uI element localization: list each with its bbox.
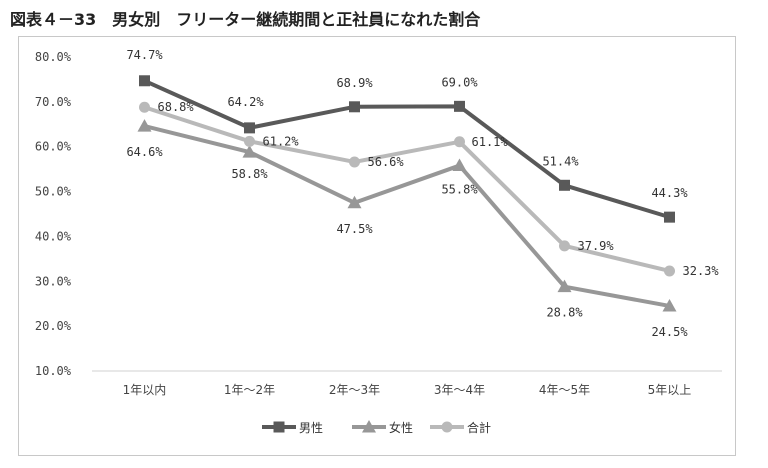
data-label: 28.8% [546,306,583,320]
x-tick-label: 4年～5年 [539,383,590,397]
data-label: 51.4% [542,154,579,168]
series-lines [137,75,677,312]
series-2 [137,119,677,312]
data-point-square [664,211,675,223]
data-label: 64.2% [227,95,264,109]
data-label: 24.5% [651,325,688,339]
data-label: 69.0% [441,75,478,89]
y-tick-label: 50.0% [35,185,72,199]
series-line [143,78,671,220]
legend-label: 女性 [389,420,413,435]
data-point-circle [244,135,255,147]
x-tick-label: 2年～3年 [329,383,380,397]
y-tick-label: 70.0% [35,95,72,109]
legend-marker-circle [441,421,453,433]
x-axis: 1年以内 1年～2年 2年～3年 3年～4年 4年～5年 5年以上 [92,370,722,397]
series-1 [139,75,675,223]
data-point-square [244,122,255,134]
data-label: 37.9% [578,239,615,253]
series-3 [139,101,675,277]
data-label: 64.6% [126,145,163,159]
data-label: 61.1% [472,135,509,149]
data-point-triangle [557,279,572,293]
legend-item: 男性 [262,421,323,435]
legend-item: 女性 [352,420,413,435]
y-tick-label: 40.0% [35,229,72,243]
y-axis: 10.0% 20.0% 30.0% 40.0% 50.0% 60.0% 70.0% 80.0% [35,50,72,378]
data-labels: 74.7% 64.2% 68.9% 69.0% 51.4% 44.3% 64.6% 58.8%… [126,48,719,339]
data-label: 74.7% [126,48,163,62]
y-tick-label: 10.0% [35,364,72,378]
data-point-circle [664,265,675,277]
data-label: 56.6% [368,155,405,169]
chart-frame [18,36,736,456]
data-label: 32.3% [683,264,720,278]
x-tick-label: 3年～4年 [434,383,485,397]
data-label: 61.2% [263,134,300,148]
y-tick-label: 20.0% [35,319,72,333]
legend-label: 男性 [299,421,323,435]
data-point-triangle [347,195,362,209]
data-point-circle [454,136,465,148]
data-label: 68.9% [336,76,373,90]
data-point-square [139,75,150,87]
data-point-triangle [452,158,467,172]
data-point-circle [559,240,570,252]
legend: 男性 女性 合計 [262,420,491,435]
legend-label: 合計 [467,420,491,435]
data-point-square [559,179,570,191]
data-point-triangle [137,119,152,132]
data-point-square [349,101,360,113]
data-label: 44.3% [651,186,688,200]
series-line [144,124,670,308]
figure-title: 図表４－33 男女別 フリーター継続期間と正社員になれた割合 [10,10,481,29]
data-label: 55.8% [441,183,478,197]
data-point-triangle [242,145,257,158]
data-point-circle [349,156,360,168]
data-point-triangle [662,298,677,312]
x-tick-label: 1年～2年 [224,383,275,397]
y-tick-label: 80.0% [35,50,72,64]
x-tick-label: 5年以上 [648,383,692,397]
series-line [143,105,670,273]
data-point-circle [139,101,150,113]
legend-marker-triangle [362,420,376,433]
data-label: 47.5% [336,222,373,236]
y-tick-label: 60.0% [35,140,72,154]
legend-item: 合計 [430,420,491,435]
y-tick-label: 30.0% [35,274,72,288]
data-label: 58.8% [231,167,268,181]
data-point-square [454,100,465,112]
data-label: 68.8% [158,100,195,114]
x-tick-label: 1年以内 [123,383,167,397]
legend-marker-square [273,421,285,433]
